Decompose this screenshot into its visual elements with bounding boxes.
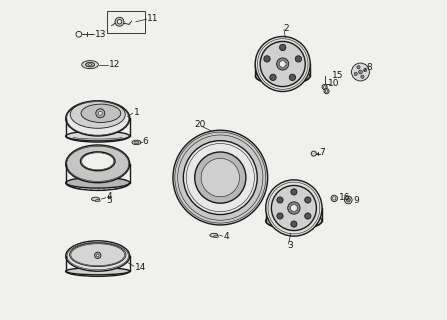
Ellipse shape — [325, 90, 328, 92]
Text: 20: 20 — [194, 120, 206, 129]
Ellipse shape — [279, 44, 286, 51]
Ellipse shape — [85, 62, 94, 67]
Ellipse shape — [201, 158, 240, 197]
Ellipse shape — [66, 268, 130, 275]
Ellipse shape — [115, 17, 124, 26]
Ellipse shape — [173, 130, 268, 225]
Ellipse shape — [132, 140, 141, 145]
Ellipse shape — [333, 197, 336, 200]
Ellipse shape — [270, 74, 276, 81]
Ellipse shape — [277, 213, 283, 219]
Ellipse shape — [354, 72, 357, 76]
Ellipse shape — [66, 177, 130, 188]
Ellipse shape — [89, 64, 92, 65]
Ellipse shape — [117, 20, 122, 24]
Ellipse shape — [358, 70, 363, 74]
Ellipse shape — [97, 254, 99, 257]
Ellipse shape — [195, 152, 246, 203]
Ellipse shape — [80, 152, 115, 171]
Text: 16: 16 — [339, 193, 350, 202]
Ellipse shape — [66, 131, 130, 141]
Ellipse shape — [323, 86, 326, 88]
Ellipse shape — [70, 101, 125, 128]
Ellipse shape — [81, 104, 121, 123]
Ellipse shape — [279, 61, 286, 67]
Ellipse shape — [256, 68, 310, 84]
Text: 9: 9 — [354, 196, 359, 205]
Ellipse shape — [324, 89, 329, 94]
Ellipse shape — [322, 84, 327, 90]
Ellipse shape — [255, 36, 310, 92]
Ellipse shape — [291, 204, 297, 212]
Ellipse shape — [210, 233, 218, 237]
Text: 1: 1 — [134, 108, 139, 117]
Text: 10: 10 — [328, 79, 339, 88]
Ellipse shape — [98, 111, 102, 115]
Ellipse shape — [96, 109, 105, 118]
Ellipse shape — [95, 200, 100, 202]
Ellipse shape — [363, 68, 367, 72]
Ellipse shape — [264, 56, 270, 62]
Ellipse shape — [266, 212, 322, 229]
Ellipse shape — [266, 180, 322, 236]
Ellipse shape — [305, 197, 311, 203]
Bar — [107, 11, 145, 33]
Ellipse shape — [82, 60, 98, 68]
Ellipse shape — [277, 58, 289, 70]
Ellipse shape — [288, 202, 300, 214]
Ellipse shape — [295, 56, 302, 62]
Text: 4: 4 — [224, 232, 229, 241]
Ellipse shape — [351, 63, 369, 81]
Ellipse shape — [214, 235, 219, 237]
Text: 6: 6 — [143, 137, 148, 146]
Ellipse shape — [357, 66, 360, 69]
Ellipse shape — [345, 196, 352, 204]
Ellipse shape — [311, 151, 316, 156]
Ellipse shape — [291, 189, 297, 195]
Ellipse shape — [260, 41, 305, 87]
Ellipse shape — [271, 186, 316, 230]
Text: 14: 14 — [135, 263, 146, 272]
Text: 12: 12 — [109, 60, 121, 69]
Text: 8: 8 — [367, 63, 373, 72]
Ellipse shape — [183, 141, 257, 214]
Ellipse shape — [66, 101, 130, 136]
Ellipse shape — [66, 145, 130, 183]
Text: 11: 11 — [148, 14, 159, 23]
Text: 5: 5 — [107, 196, 113, 205]
Ellipse shape — [94, 252, 101, 259]
Ellipse shape — [346, 198, 350, 202]
Ellipse shape — [76, 31, 82, 37]
Ellipse shape — [70, 243, 126, 267]
Text: 7: 7 — [320, 148, 325, 157]
Ellipse shape — [291, 221, 297, 227]
Ellipse shape — [134, 141, 139, 144]
Ellipse shape — [92, 197, 100, 201]
Ellipse shape — [289, 74, 295, 81]
Ellipse shape — [66, 241, 130, 271]
Text: 4: 4 — [107, 192, 112, 201]
Ellipse shape — [331, 195, 337, 202]
Ellipse shape — [277, 197, 283, 203]
Text: 13: 13 — [94, 30, 106, 39]
Text: 3: 3 — [287, 241, 293, 250]
Text: 2: 2 — [284, 24, 289, 33]
Ellipse shape — [305, 213, 311, 219]
Ellipse shape — [361, 75, 364, 78]
Text: 15: 15 — [332, 71, 343, 80]
